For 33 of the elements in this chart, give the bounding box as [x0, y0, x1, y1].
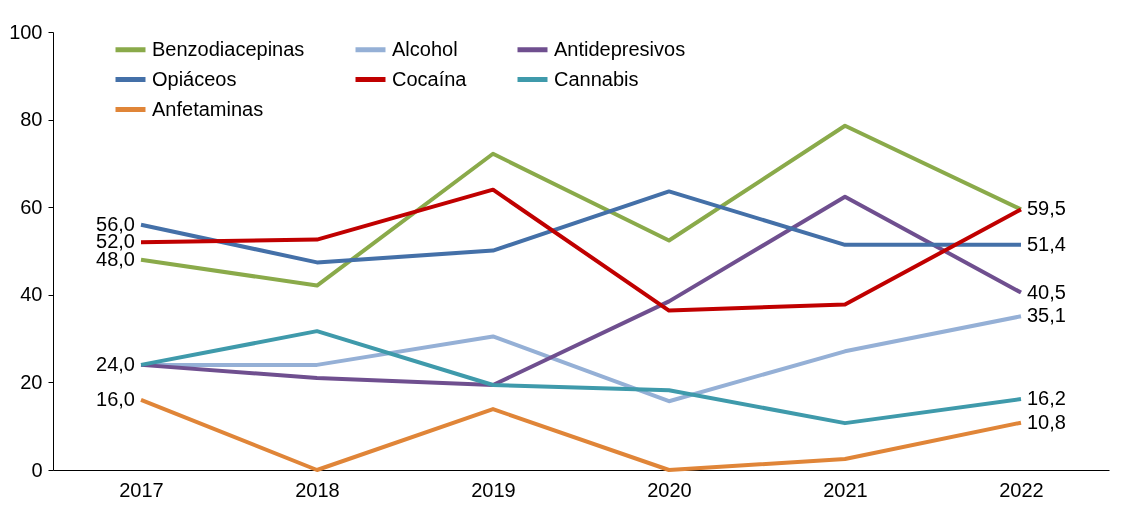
legend-label: Benzodiacepinas [152, 37, 305, 60]
y-tick-label: 100 [9, 20, 43, 43]
data-label: 24,0 [96, 352, 135, 375]
data-label: 16,2 [1027, 387, 1066, 410]
y-tick-label: 40 [20, 283, 43, 306]
x-tick-label: 2019 [471, 478, 516, 501]
x-tick-label: 2022 [999, 478, 1044, 501]
x-tick-label: 2017 [119, 478, 164, 501]
x-tick-label: 2018 [295, 478, 340, 501]
line-series [139, 397, 1023, 472]
legend-label: Alcohol [392, 37, 458, 60]
data-label: 56,0 [96, 212, 135, 235]
y-tick-label: 80 [20, 108, 43, 131]
data-label: 16,0 [96, 387, 135, 410]
x-tick-label: 2020 [647, 478, 692, 501]
data-label: 51,4 [1027, 232, 1066, 255]
line-series [139, 189, 1023, 265]
data-label: 35,1 [1027, 304, 1066, 327]
data-label: 59,5 [1027, 197, 1066, 220]
data-label: 40,5 [1027, 280, 1066, 303]
legend-label: Opiáceos [152, 67, 237, 90]
x-tick-label: 2021 [823, 478, 868, 501]
line-series [139, 123, 1023, 288]
line-series [139, 329, 1023, 426]
y-tick-label: 60 [20, 195, 43, 218]
y-tick-label: 0 [31, 458, 43, 481]
y-tick-label: 20 [20, 370, 43, 393]
line-series [139, 187, 1023, 313]
legend-label: Antidepresivos [554, 37, 686, 60]
data-label: 10,8 [1027, 410, 1066, 433]
legend-label: Cocaína [392, 67, 468, 90]
legend-label: Anfetaminas [152, 97, 264, 120]
legend-label: Cannabis [554, 67, 639, 90]
